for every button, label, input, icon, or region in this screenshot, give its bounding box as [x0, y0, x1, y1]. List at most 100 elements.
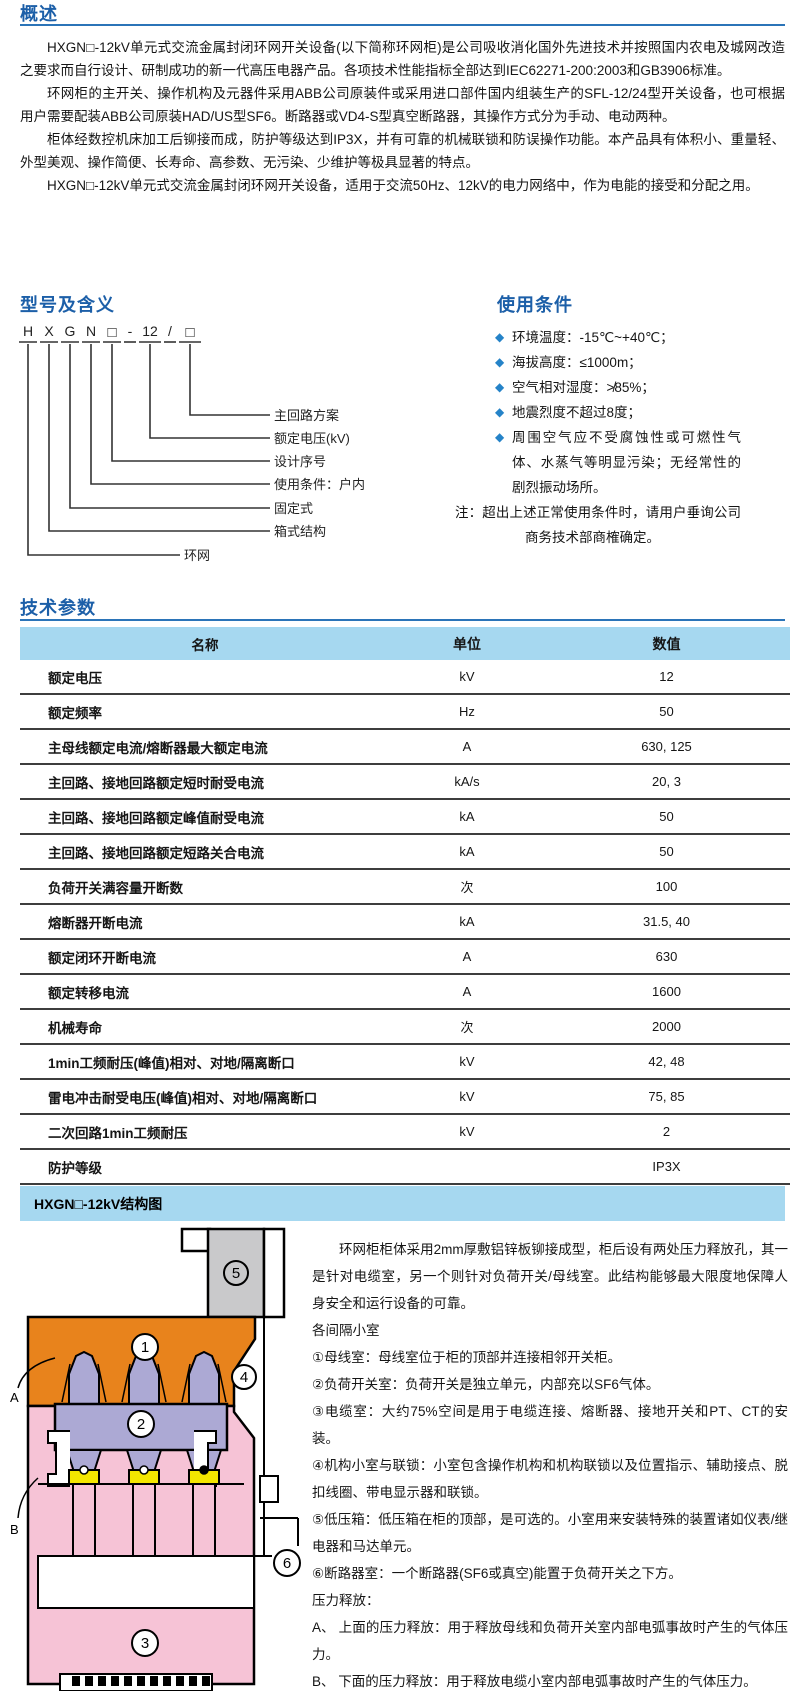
spec-unit: Hz	[391, 694, 543, 730]
spec-unit: A	[391, 974, 543, 1010]
callout-4: 4	[240, 1369, 248, 1386]
spec-unit: kV	[391, 660, 543, 695]
overview-title: 概述	[20, 4, 58, 24]
fuse-pads	[68, 1469, 220, 1485]
structure-banner-label: HXGN□-12kV结构图	[34, 1195, 163, 1212]
spec-row: 额定转移电流 A 1600	[20, 974, 790, 1010]
pointer-a-curve	[17, 1357, 56, 1389]
spec-unit: kA	[391, 904, 543, 940]
lv-box-notch	[180, 1227, 212, 1253]
spec-unit: A	[391, 939, 543, 975]
structure-compartments: ①母线室：母线室位于柜的顶部并连接相邻开关柜。 ②负荷开关室：负荷开关是独立单元，…	[312, 1344, 788, 1587]
spec-row: 主回路、接地回路额定短时耐受电流 kA/s 20, 3	[20, 764, 790, 800]
model-code-box: □	[107, 324, 116, 341]
spec-row: 主母线额定电流/熔断器最大额定电流 A 630, 125	[20, 729, 790, 765]
bushing-spikes	[61, 1363, 227, 1403]
structure-intro: 环网柜柜体采用2mm厚敷铝锌板铆接成型，柜后设有两处压力释放孔，其一是针对电缆室…	[312, 1242, 788, 1311]
model-label: 箱式结构	[274, 524, 326, 539]
model-code-box: □	[185, 324, 194, 341]
spec-unit: A	[391, 729, 543, 765]
spec-unit: 次	[391, 1009, 543, 1045]
spec-unit: kA	[391, 834, 543, 870]
spec-unit: kV	[391, 1079, 543, 1115]
model-code-char: G	[65, 323, 76, 339]
spec-value: 12	[543, 660, 790, 695]
spec-value: 75, 85	[543, 1079, 790, 1115]
spec-name: 主回路、接地回路额定短时耐受电流	[20, 764, 391, 800]
model-labels: 主回路方案 额定电压(kV) 设计序号 使用条件：户内 固定式 箱式结构 环网	[184, 408, 365, 563]
spec-name: 额定转移电流	[20, 974, 391, 1010]
overview-paragraph: HXGN□-12kV单元式交流金属封闭环网开关设备，适用于交流50Hz、12kV…	[47, 178, 759, 193]
spec-value: 50	[543, 694, 790, 730]
overview-rule	[20, 24, 785, 26]
spec-row: 负荷开关满容量开断数 次 100	[20, 869, 790, 905]
structure-sections-heading: 各间隔小室	[312, 1323, 380, 1338]
spec-unit: kA/s	[391, 764, 543, 800]
condition-item: 空气相对湿度：≯85%；	[495, 375, 741, 400]
model-label: 固定式	[274, 501, 313, 516]
spec-row: 主回路、接地回路额定短路关合电流 kA 50	[20, 834, 790, 870]
callout-2: 2	[137, 1416, 145, 1433]
spec-row: 二次回路1min工频耐压 kV 2	[20, 1114, 790, 1150]
conditions-section: 使用条件 环境温度：-15℃~+40℃；海拔高度：≤1000m；空气相对湿度：≯…	[455, 291, 741, 550]
spec-unit: kV	[391, 1044, 543, 1080]
overview-paragraph: 环网柜的主开关、操作机构及元器件采用ABB公司原装件或采用进口部件国内组装生产的…	[20, 86, 785, 124]
spec-name: 额定电压	[20, 660, 391, 695]
model-code-char: 12	[142, 323, 158, 339]
spec-unit: kA	[391, 799, 543, 835]
condition-item: 海拔高度：≤1000m；	[495, 350, 741, 375]
spec-name: 主母线额定电流/熔断器最大额定电流	[20, 729, 391, 765]
spec-value: 100	[543, 869, 790, 905]
model-label: 环网	[184, 548, 210, 563]
specs-title: 技术参数	[20, 598, 96, 618]
condition-item: 环境温度：-15℃~+40℃；	[495, 325, 741, 350]
pointer-b-label: B	[10, 1522, 19, 1537]
spec-row: 主回路、接地回路额定峰值耐受电流 kA 50	[20, 799, 790, 835]
model-title: 型号及含义	[20, 295, 115, 315]
model-code-char: N	[86, 323, 96, 339]
spec-name: 主回路、接地回路额定短路关合电流	[20, 834, 391, 870]
spec-row: 1min工频耐压(峰值)相对、对地/隔离断口 kV 42, 48	[20, 1044, 790, 1080]
spec-value: IP3X	[543, 1149, 790, 1185]
model-label: 设计序号	[274, 454, 326, 469]
spec-row: 额定闭环开断电流 A 630	[20, 939, 790, 975]
specs-rule	[20, 619, 785, 621]
spec-row: 额定频率 Hz 50	[20, 694, 790, 730]
spec-name: 额定频率	[20, 694, 391, 730]
spec-name: 雷电冲击耐受电压(峰值)相对、对地/隔离断口	[20, 1079, 391, 1115]
compartment-item: ④机构小室与联锁：小室包含操作机构和机构联锁以及位置指示、辅助接点、脱扣线圈、带…	[312, 1458, 788, 1500]
specs-table-body: 额定电压 kV 12 额定频率 Hz 50 主母线额定电流/熔断器最大额定电流 …	[20, 660, 790, 1185]
model-code-char: -	[128, 323, 133, 339]
model-connector-lines	[27, 344, 270, 556]
model-code-chars: H X G N □ - 12 / □	[23, 323, 195, 341]
compartment-item: ⑥断路器室：一个断路器(SF6或真空)能置于负荷开关之下方。	[312, 1566, 682, 1581]
spec-name: 防护等级	[20, 1149, 391, 1185]
structure-text: 环网柜柜体采用2mm厚敷铝锌板铆接成型，柜后设有两处压力释放孔，其一是针对电缆室…	[312, 1236, 788, 1691]
condition-item: 周围空气应不受腐蚀性或可燃性气体、水蒸气等明显污染；无经常性的剧烈振动场所。	[495, 425, 741, 500]
overview-paragraph: 柜体经数控机床加工后铆接而成，防护等级达到IP3X，并有可靠的机械联锁和防误操作…	[20, 132, 785, 170]
spec-value: 1600	[543, 974, 790, 1010]
model-label: 使用条件：户内	[274, 477, 365, 492]
callout-6: 6	[283, 1555, 291, 1572]
breaker-slot	[37, 1555, 255, 1609]
compartment-item: ⑤低压箱：低压箱在柜的顶部，是可选的。小室用来安装特殊的装置诸如仪表/继电器和马…	[312, 1512, 788, 1554]
pressure-item: B、 下面的压力释放：用于释放电缆小室内部电弧事故时产生的气体压力。	[312, 1674, 757, 1689]
specs-table-head: 名称 单位 数值	[20, 627, 790, 660]
specs-col-name: 名称	[20, 627, 391, 660]
spec-row: 额定电压 kV 12	[20, 660, 790, 695]
pressure-heading: 压力释放：	[312, 1593, 380, 1608]
specs-col-unit: 单位	[391, 627, 543, 660]
spec-value: 630, 125	[543, 729, 790, 765]
spec-value: 20, 3	[543, 764, 790, 800]
cable-cones	[72, 1483, 216, 1557]
pad-contacts	[79, 1465, 209, 1475]
spec-name: 额定闭环开断电流	[20, 939, 391, 975]
spec-unit: kV	[391, 1114, 543, 1150]
spec-value: 50	[543, 834, 790, 870]
compartment-item: ③电缆室：大约75%空间是用于电缆连接、熔断器、接地开关和PT、CT的安装。	[312, 1404, 788, 1446]
spec-row: 防护等级 IP3X	[20, 1149, 790, 1185]
spec-row: 熔断器开断电流 kA 31.5, 40	[20, 904, 790, 940]
spec-name: 1min工频耐压(峰值)相对、对地/隔离断口	[20, 1044, 391, 1080]
specs-col-value: 数值	[543, 627, 790, 660]
callout-1: 1	[141, 1339, 149, 1356]
